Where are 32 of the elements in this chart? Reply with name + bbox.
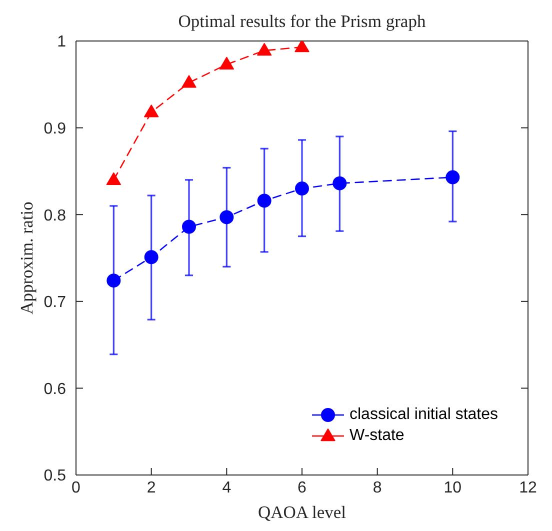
x-tick-label: 12 bbox=[519, 479, 537, 496]
y-axis-title: Approxim. ratio bbox=[16, 202, 38, 314]
point bbox=[294, 41, 310, 52]
point bbox=[106, 274, 121, 288]
y-tick-label: 0.5 bbox=[44, 468, 66, 485]
y-tick-label: 0.6 bbox=[44, 380, 66, 398]
legend-label: W-state bbox=[350, 426, 404, 445]
x-tick-label: 8 bbox=[372, 479, 382, 496]
point bbox=[144, 104, 159, 118]
point bbox=[106, 172, 121, 185]
x-tick-label: 4 bbox=[222, 479, 232, 496]
x-tick-label: 6 bbox=[298, 479, 307, 496]
point bbox=[295, 182, 309, 196]
legend-label: classical initial states bbox=[350, 405, 498, 424]
point bbox=[182, 220, 196, 234]
point bbox=[257, 43, 272, 56]
x-tick-label: 2 bbox=[146, 479, 156, 496]
x-tick-label: 0 bbox=[72, 479, 81, 496]
chart-title: Optimal results for the Prism graph bbox=[177, 11, 427, 32]
x-axis-title: QAOA level bbox=[257, 502, 347, 523]
y-tick-label: 0.9 bbox=[44, 120, 66, 138]
point bbox=[446, 170, 460, 184]
y-tick-label: 0.8 bbox=[44, 207, 66, 224]
point bbox=[332, 176, 347, 190]
point bbox=[257, 194, 272, 208]
x-tick-label: 10 bbox=[444, 479, 462, 496]
point bbox=[144, 250, 158, 264]
point bbox=[182, 75, 196, 88]
y-tick-label: 0.7 bbox=[44, 294, 66, 312]
point bbox=[220, 210, 234, 224]
y-tick-label: 1 bbox=[57, 34, 66, 51]
point bbox=[219, 56, 234, 70]
